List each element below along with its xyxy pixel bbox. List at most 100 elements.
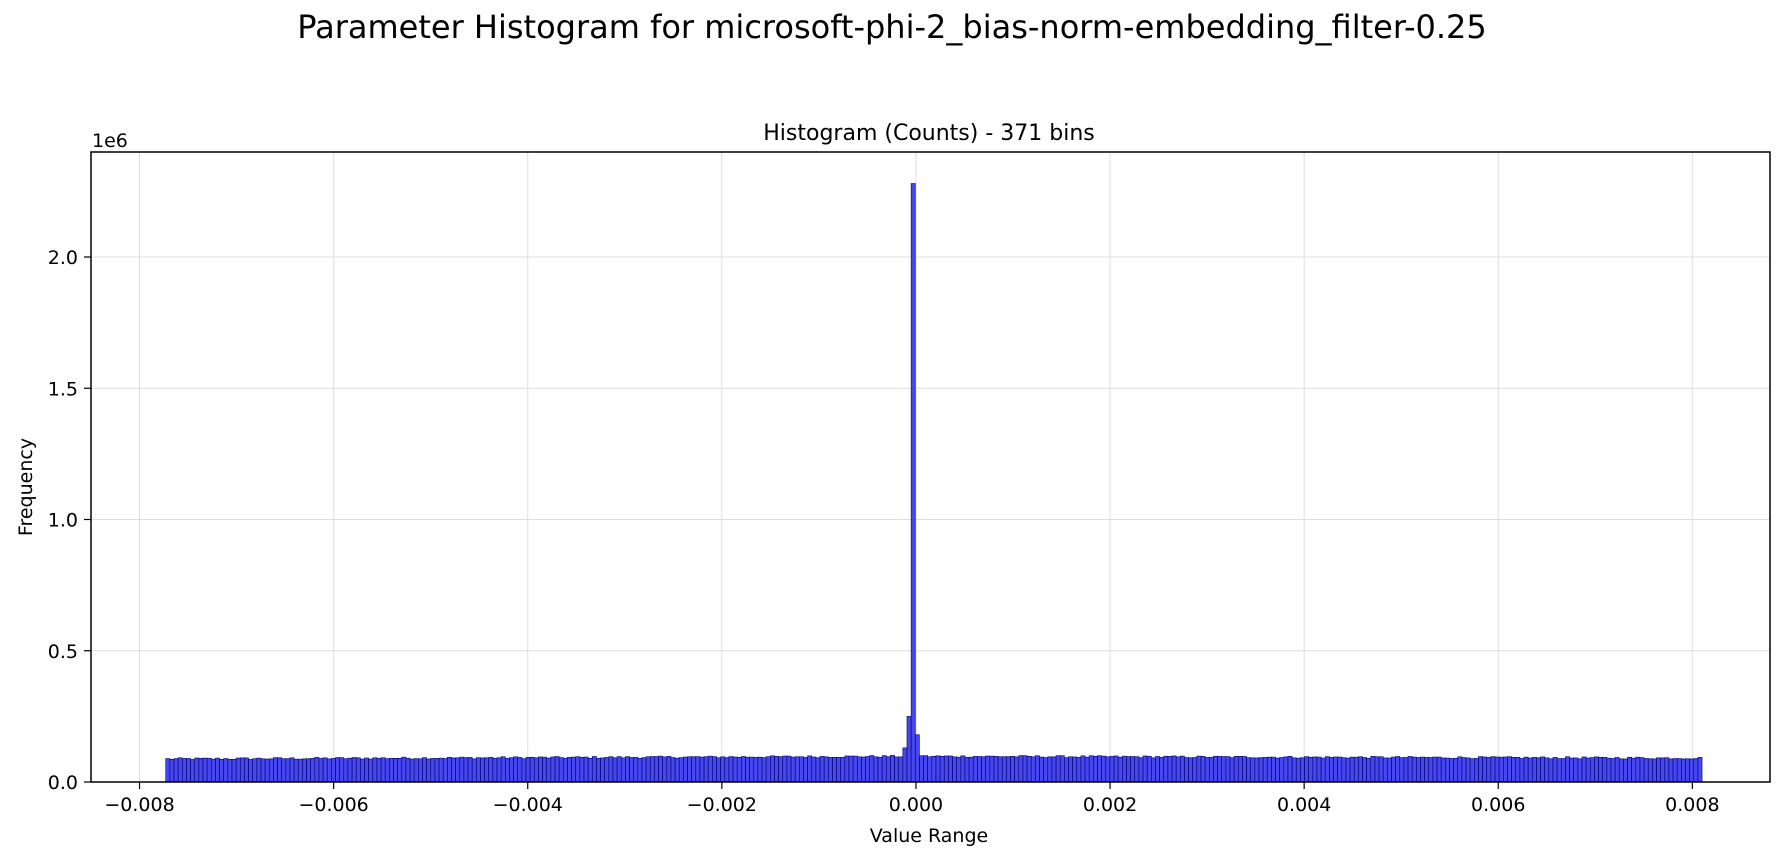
histogram-bar (811, 756, 817, 783)
x-tick-label: 0.008 (1665, 794, 1719, 816)
histogram-bar (422, 757, 427, 783)
histogram-bar (1469, 758, 1475, 783)
histogram-bar (712, 756, 717, 783)
histogram-bar (1664, 757, 1670, 783)
histogram-bar (281, 758, 287, 783)
histogram-bars (165, 183, 1703, 783)
histogram-bar (1362, 757, 1367, 783)
histogram-bar (844, 755, 850, 783)
histogram-bar (902, 747, 908, 783)
axes-frame (90, 151, 1771, 783)
histogram-bar (1370, 756, 1376, 783)
histogram-bar (1548, 758, 1554, 783)
histogram-bar (206, 757, 212, 783)
histogram-bar (293, 758, 299, 783)
histogram-bar (1672, 758, 1678, 783)
histogram-bar (488, 757, 494, 783)
histogram-bar (1639, 757, 1645, 783)
histogram-bar (380, 757, 386, 783)
histogram-bar (1138, 757, 1144, 783)
y-tick-label: 1.0 (48, 510, 78, 532)
histogram-bar (562, 757, 568, 783)
histogram-bar (521, 758, 527, 783)
histogram-bar (1556, 758, 1562, 783)
histogram-bar (550, 756, 556, 783)
histogram-bar (1685, 758, 1690, 783)
histogram-bar (289, 757, 295, 783)
histogram-bar (687, 756, 692, 783)
histogram-bar (910, 183, 916, 783)
histogram-bar (1316, 756, 1322, 783)
histogram-bar (331, 758, 336, 783)
histogram-bar (670, 757, 676, 783)
histogram-bar (1511, 757, 1517, 783)
histogram-bar (351, 757, 357, 783)
histogram-bar (368, 758, 374, 783)
histogram-bar (223, 758, 229, 783)
histogram-bar (169, 758, 175, 783)
histogram-bar (181, 758, 187, 783)
histogram-bar (401, 756, 407, 783)
histogram-bar (840, 757, 846, 783)
histogram-bar (1420, 756, 1425, 783)
histogram-bar (799, 756, 804, 783)
histogram-bar (277, 757, 282, 783)
histogram-bar (923, 755, 928, 783)
histogram-bar (877, 756, 883, 783)
histogram-bar (732, 756, 738, 783)
histogram-bar (1250, 757, 1256, 783)
histogram-bar (1312, 756, 1318, 783)
histogram-bar (885, 756, 891, 783)
histogram-bar (1035, 755, 1040, 783)
histogram-bar (1113, 755, 1119, 783)
histogram-bar (186, 758, 191, 783)
histogram-bar (678, 757, 684, 783)
histogram-bar (575, 756, 581, 783)
histogram-bar (890, 755, 895, 783)
histogram-bar (935, 755, 941, 783)
histogram-bar (1457, 756, 1463, 783)
histogram-bar (741, 756, 746, 783)
histogram-bar (774, 756, 779, 783)
histogram-bar (1271, 756, 1276, 783)
histogram-bar (1275, 757, 1280, 783)
histogram-bar (1531, 757, 1537, 783)
histogram-bar (1175, 756, 1181, 783)
histogram-bar (625, 756, 630, 783)
histogram-bar (1697, 757, 1703, 783)
histogram-bar (1594, 756, 1599, 783)
histogram-bar (720, 756, 726, 783)
histogram-bar (219, 759, 225, 783)
histogram-bar (1465, 757, 1471, 783)
histogram-bar (1552, 757, 1558, 783)
histogram-bar (1026, 755, 1032, 783)
histogram-bar (1225, 756, 1231, 783)
histogram-bar (177, 757, 183, 783)
histogram-bar (836, 757, 842, 783)
histogram-bar (513, 756, 519, 783)
histogram-bar (476, 757, 481, 783)
histogram-bar (1283, 756, 1289, 783)
histogram-bar (1490, 756, 1496, 783)
histogram-bar (235, 757, 241, 783)
histogram-bar (1424, 757, 1430, 783)
histogram-bar (517, 757, 523, 783)
histogram-bar (1494, 756, 1500, 783)
histogram-bar (496, 757, 502, 783)
histogram-bar (786, 755, 792, 783)
histogram-bar (451, 757, 456, 783)
histogram-bar (649, 756, 655, 783)
histogram-bar (604, 757, 610, 783)
histogram-bar (620, 757, 626, 783)
histogram-bar (770, 755, 775, 783)
histogram-bar (1101, 755, 1107, 783)
histogram-bar (1540, 756, 1546, 783)
histogram-bar (376, 758, 382, 783)
histogram-bar (1577, 758, 1583, 783)
histogram-bar (591, 756, 597, 783)
histogram-bar (1403, 757, 1409, 783)
histogram-bar (1109, 756, 1115, 783)
histogram-bar (542, 756, 548, 783)
histogram-bar (471, 758, 477, 783)
histogram-bar (943, 755, 949, 783)
